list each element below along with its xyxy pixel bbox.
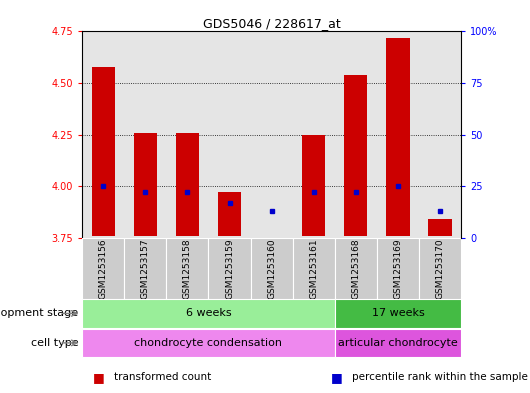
Bar (82, 329, 335, 357)
Bar (124, 238, 166, 299)
Text: development stage: development stage (0, 309, 78, 318)
Bar (386, 38, 410, 236)
Text: chondrocyte condensation: chondrocyte condensation (135, 338, 282, 348)
Bar (419, 238, 461, 299)
Text: GSM1253159: GSM1253159 (225, 238, 234, 299)
Bar (377, 31, 419, 238)
Text: articular chondrocyte: articular chondrocyte (338, 338, 458, 348)
Text: cell type: cell type (31, 338, 78, 348)
Bar (335, 329, 461, 357)
Text: GSM1253160: GSM1253160 (267, 238, 276, 299)
Text: GSM1253156: GSM1253156 (99, 238, 108, 299)
Bar (428, 219, 452, 236)
Text: GSM1253157: GSM1253157 (141, 238, 150, 299)
Text: percentile rank within the sample: percentile rank within the sample (352, 372, 528, 382)
Text: ■: ■ (93, 371, 104, 384)
Bar (419, 31, 461, 238)
Text: ■: ■ (331, 371, 343, 384)
Bar (218, 192, 241, 236)
Bar (377, 238, 419, 299)
Bar (251, 238, 293, 299)
Bar (302, 134, 325, 236)
Text: transformed count: transformed count (114, 372, 211, 382)
Bar (82, 238, 124, 299)
Bar (92, 66, 115, 236)
Text: 6 weeks: 6 weeks (186, 309, 231, 318)
Bar (124, 31, 166, 238)
Text: GSM1253170: GSM1253170 (436, 238, 445, 299)
Text: GSM1253161: GSM1253161 (309, 238, 318, 299)
Text: 17 weeks: 17 weeks (372, 309, 425, 318)
Text: GSM1253158: GSM1253158 (183, 238, 192, 299)
Bar (82, 31, 124, 238)
Text: GSM1253169: GSM1253169 (393, 238, 402, 299)
Bar (335, 299, 461, 327)
Bar (335, 238, 377, 299)
Bar (293, 31, 335, 238)
Bar (166, 238, 208, 299)
Bar (293, 238, 335, 299)
Text: GSM1253168: GSM1253168 (351, 238, 360, 299)
Bar (208, 238, 251, 299)
Title: GDS5046 / 228617_at: GDS5046 / 228617_at (203, 17, 340, 30)
Bar (82, 299, 335, 327)
Bar (134, 132, 157, 236)
Bar (208, 31, 251, 238)
Bar (251, 31, 293, 238)
Bar (344, 75, 367, 236)
Bar (176, 132, 199, 236)
Bar (166, 31, 208, 238)
Bar (335, 31, 377, 238)
